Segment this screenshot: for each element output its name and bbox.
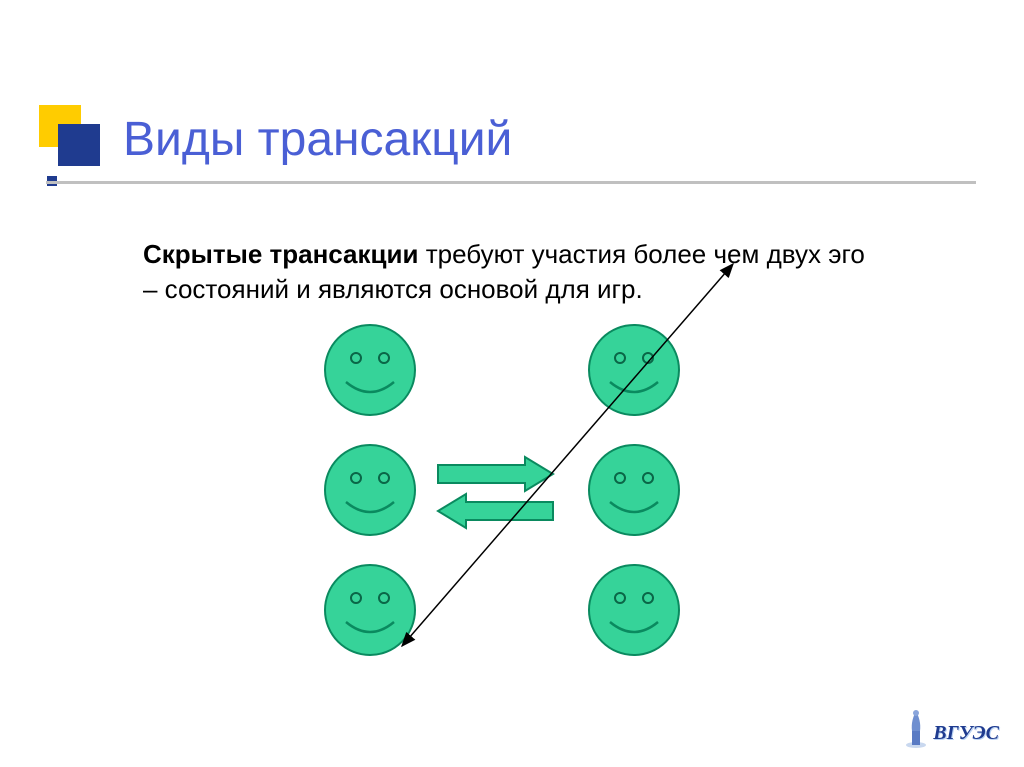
- logo-text: ВГУЭС: [933, 722, 999, 745]
- title-underline: [46, 181, 976, 184]
- hidden-transaction-arrow: [402, 264, 733, 646]
- slide-title: Виды трансакций: [123, 112, 512, 167]
- smiley-face-icon: [325, 565, 415, 655]
- arrow-right-icon: [438, 457, 553, 491]
- smiley-face-icon: [325, 325, 415, 415]
- arrow-left-icon: [438, 494, 553, 528]
- smiley-face-icon: [589, 565, 679, 655]
- smiley-face-icon: [325, 445, 415, 535]
- smiley-face-icon: [589, 325, 679, 415]
- smiley-face-icon: [589, 445, 679, 535]
- footer-logo: ВГУЭС: [905, 707, 999, 749]
- logo-mark-icon: [905, 707, 927, 749]
- header-decor-blue-large: [58, 124, 100, 166]
- ego-state-faces: [325, 325, 679, 655]
- transaction-diagram: [140, 200, 880, 680]
